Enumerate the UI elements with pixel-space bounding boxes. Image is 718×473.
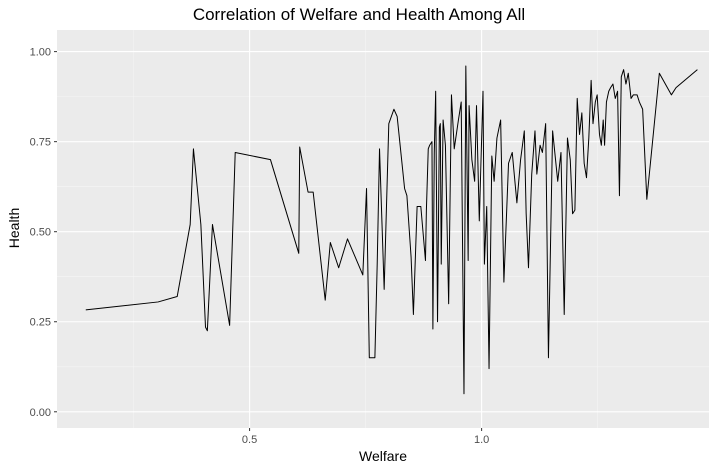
x-tick-label: 1.0: [474, 434, 489, 446]
y-tick-label: 1.00: [30, 47, 51, 59]
y-axis-ticks: 0.00 0.25 0.50 0.75 1.00: [30, 47, 57, 419]
y-axis-label: Health: [6, 207, 22, 249]
y-tick-label: 0.00: [30, 407, 51, 419]
y-tick-label: 0.50: [30, 227, 51, 239]
y-tick-label: 0.75: [30, 137, 51, 149]
health-series-line: [85, 65, 698, 395]
x-tick-label: 0.5: [242, 434, 257, 446]
x-axis-ticks: 0.5 1.0: [242, 428, 489, 446]
minor-gridlines: [57, 30, 709, 428]
x-axis-label: Welfare: [359, 448, 407, 464]
chart-title: Correlation of Welfare and Health Among …: [192, 5, 526, 24]
y-tick-label: 0.25: [30, 317, 51, 329]
plot-panel: [57, 30, 709, 428]
